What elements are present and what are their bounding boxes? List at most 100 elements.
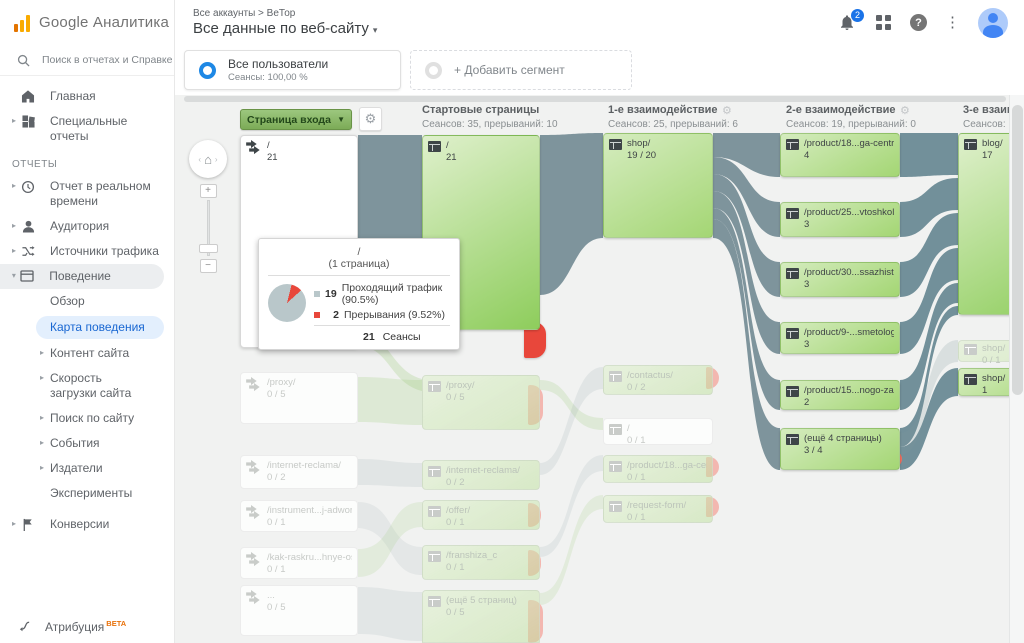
flow-node[interactable]: /proxy/0 / 5: [422, 375, 540, 430]
zoom-slider-track[interactable]: [206, 200, 210, 256]
sidebar-item-site-search[interactable]: ▸ Поиск по сайту: [40, 411, 135, 425]
custom-reports-icon: [20, 114, 36, 128]
page-icon: [428, 381, 441, 392]
bell-icon: [841, 14, 853, 30]
flow-node[interactable]: /product/18...ga-centra/4: [780, 133, 900, 177]
flow-node[interactable]: /contactus/0 / 2: [603, 365, 713, 395]
logo-zone[interactable]: Google Аналитика: [0, 0, 175, 45]
sidebar-item-behavior-flow[interactable]: Карта поведения: [36, 316, 164, 339]
flow-node[interactable]: /offer/0 / 1: [422, 500, 540, 530]
search-icon: [17, 54, 30, 67]
page-icon: [786, 268, 799, 279]
flow-home-button[interactable]: ‹ ⌂ ›: [189, 140, 227, 178]
page-icon: [609, 461, 622, 472]
traffic-sources-icon: [20, 244, 36, 258]
flow-node[interactable]: /product/9-...smetologa/3: [780, 322, 900, 354]
column-header-i1: 1-е взаимодействие Сеансов: 25, прерыван…: [608, 104, 738, 130]
flow-node[interactable]: (ещё 4 страницы) 3 / 4: [780, 428, 900, 470]
column-settings-icon[interactable]: ⚙: [900, 105, 910, 117]
sidebar-item-site-speed[interactable]: ▸ Скорость загрузки сайта: [40, 371, 132, 400]
flow-node[interactable]: /internet-reclama/0 / 2: [240, 455, 358, 489]
tooltip-title: /: [357, 246, 361, 258]
view-title: Все данные по веб-сайту: [193, 20, 369, 37]
zoom-control: ‹ ⌂ › + −: [189, 140, 227, 273]
entrance-arrows-icon: [246, 505, 262, 520]
page-icon: [964, 344, 977, 355]
page-icon: [786, 208, 799, 219]
view-selector[interactable]: Все данные по веб-сайту ▾: [193, 20, 838, 37]
flag-icon: [20, 517, 36, 531]
flow-node[interactable]: /internet-reclama/0 / 2: [422, 460, 540, 490]
page-icon: [964, 374, 977, 385]
chevron-down-icon: ▼: [337, 115, 345, 124]
entrance-arrows-icon: [246, 377, 262, 392]
node-tooltip: / (1 страница) 19 Проходящий трафик (90.5…: [258, 238, 460, 350]
horizontal-scrollbar[interactable]: [184, 96, 1006, 102]
sidebar-item-custom-reports[interactable]: ▸ Специальные отчеты: [11, 114, 128, 143]
apps-grid-icon[interactable]: [876, 14, 892, 31]
sidebar-item-experiments[interactable]: Эксперименты: [50, 486, 133, 500]
page-icon: [786, 139, 799, 150]
sidebar-item-acquisition[interactable]: ▸ Источники трафика: [11, 244, 159, 258]
column-header-i3: 3-е взаимодействие Сеансов: 19,: [963, 104, 1023, 130]
pie-chart-icon: [268, 284, 306, 322]
scrollbar-thumb[interactable]: [1012, 105, 1023, 395]
flow-node[interactable]: /request-form/0 / 1: [603, 495, 713, 523]
avatar[interactable]: [978, 7, 1008, 38]
dimension-dropdown[interactable]: Страница входа ▼: [240, 109, 352, 130]
flow-node[interactable]: /kak-raskru...hnye-osv 0 / 1: [240, 547, 358, 579]
segment-all-users[interactable]: Все пользователи Сеансы: 100,00 %: [184, 50, 401, 90]
entrance-arrows-icon: [246, 552, 262, 567]
flow-node[interactable]: /product/18...ga-centra/0 / 1: [603, 455, 713, 483]
column-header-start: Стартовые страницы Сеансов: 35, прерыван…: [422, 104, 558, 130]
page-icon: [786, 434, 799, 445]
clock-icon: [20, 179, 36, 194]
entrance-arrows-icon: [246, 140, 262, 155]
sidebar-item-publishers[interactable]: ▸ Издатели: [40, 461, 103, 475]
add-segment-button[interactable]: + Добавить сегмент: [410, 50, 632, 90]
sidebar-item-audience[interactable]: ▸ Аудитория: [11, 219, 110, 233]
sidebar-item-attribution[interactable]: Атрибуция BETA: [0, 619, 175, 635]
notifications-button[interactable]: 2: [838, 8, 864, 33]
overflow-menu-icon[interactable]: ⋮: [945, 14, 960, 31]
sidebar-item-realtime[interactable]: ▸ Отчет в реальном времени: [11, 179, 151, 208]
page-icon: [609, 501, 622, 512]
entrance-arrows-icon: [246, 460, 262, 475]
sidebar-item-behavior[interactable]: ▾ Поведение: [0, 264, 164, 289]
sidebar-item-events[interactable]: ▸ События: [40, 436, 100, 450]
header-main: Все аккаунты > ВеТор Все данные по веб-с…: [175, 8, 838, 37]
flow-node[interactable]: shop/19 / 20: [603, 133, 713, 238]
sidebar-item-overview[interactable]: Обзор: [50, 294, 85, 308]
flow-node[interactable]: ... 0 / 5: [240, 585, 358, 636]
flow-node[interactable]: /product/30...ssazhista/3: [780, 262, 900, 297]
sidebar-item-home[interactable]: Главная: [0, 84, 174, 109]
flow-settings-button[interactable]: ⚙: [359, 107, 382, 131]
sidebar: Поиск в отчетах и Справке Главная ▸ Спец…: [0, 45, 175, 643]
attribution-icon: [18, 619, 31, 635]
zoom-out-button[interactable]: −: [199, 259, 217, 273]
flow-node[interactable]: (ещё 5 страниц) 0 / 5: [422, 590, 540, 643]
flow-node[interactable]: /product/15...nogo-zala/2: [780, 380, 900, 410]
flow-node[interactable]: /product/25...vtoshkoly/3: [780, 202, 900, 237]
flow-node[interactable]: /0 / 1: [603, 418, 713, 446]
breadcrumb[interactable]: Все аккаунты > ВеТор: [193, 8, 296, 19]
flow-node[interactable]: /franshiza_c 0 / 1: [422, 545, 540, 580]
analytics-logo-icon: [14, 14, 30, 32]
flow-node[interactable]: /proxy/0 / 5: [240, 372, 358, 424]
column-header-i2: 2-е взаимодействие Сеансов: 19, прерыван…: [786, 104, 916, 130]
search-input[interactable]: Поиск в отчетах и Справке: [0, 45, 174, 76]
segment-ring-gray-icon: [425, 61, 442, 79]
flow-node[interactable]: /instrument...j-adwords0 / 1: [240, 500, 358, 532]
sidebar-item-site-content[interactable]: ▸ Контент сайта: [40, 346, 130, 360]
vertical-scrollbar[interactable]: [1009, 95, 1024, 643]
zoom-in-button[interactable]: +: [199, 184, 217, 198]
zoom-slider-handle[interactable]: [198, 244, 218, 253]
page-icon: [428, 466, 441, 477]
page-icon: [609, 424, 622, 435]
column-settings-icon[interactable]: ⚙: [722, 105, 732, 117]
sidebar-item-conversions[interactable]: ▸ Конверсии: [11, 517, 110, 531]
help-icon[interactable]: ?: [910, 14, 927, 31]
page-icon: [428, 506, 441, 517]
flow-node[interactable]: shop/0 / 1: [958, 340, 1024, 366]
